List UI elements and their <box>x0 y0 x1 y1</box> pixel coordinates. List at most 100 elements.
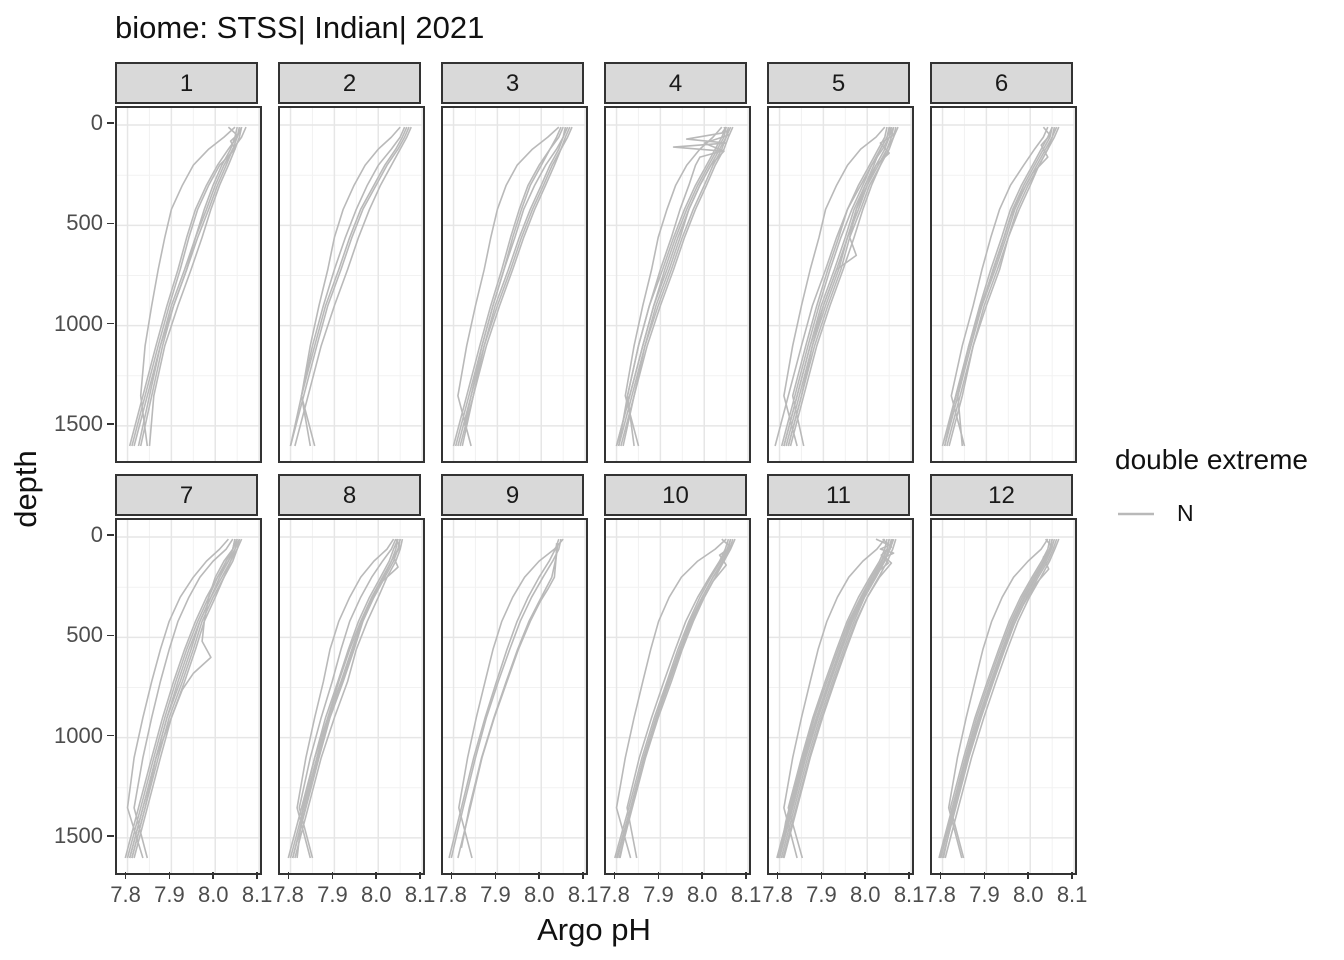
legend-title: double extreme <box>1115 444 1309 475</box>
x-tick-label: 8.0 <box>360 882 392 907</box>
profile-line <box>126 538 230 859</box>
facet-strip: 9 <box>441 474 584 516</box>
y-tick-mark <box>107 322 114 325</box>
profile-line <box>298 538 397 859</box>
y-tick-label: 500 <box>66 210 103 236</box>
x-tick-label: 7.9 <box>806 882 837 907</box>
y-tick-mark <box>107 634 114 637</box>
facet-strip: 6 <box>930 62 1073 104</box>
y-tick-label: 500 <box>66 622 103 648</box>
x-tick-label: 8.0 <box>686 882 718 907</box>
profile-line <box>783 126 893 447</box>
profile-line <box>787 538 888 859</box>
facet-strip: 2 <box>278 62 421 104</box>
profile-line <box>300 126 401 447</box>
profile-line <box>128 126 243 447</box>
x-tick-mark <box>864 872 867 879</box>
x-tick-mark <box>212 872 215 879</box>
facet-strip: 10 <box>604 474 747 516</box>
profile-plot <box>932 520 1075 873</box>
profile-line <box>296 538 395 859</box>
profile-line <box>791 126 888 447</box>
x-tick-label: 7.9 <box>480 882 511 907</box>
y-tick-mark <box>107 122 114 124</box>
x-tick-label: 8.1 <box>730 882 762 907</box>
y-tick-mark <box>107 835 114 837</box>
facet-strip: 3 <box>441 62 584 104</box>
facet-panel <box>930 106 1077 463</box>
profile-line <box>139 126 236 447</box>
facet-panel <box>604 106 751 463</box>
y-tick-label: 1000 <box>54 722 103 748</box>
x-tick-label: 8.1 <box>567 882 599 907</box>
facet-strip: 1 <box>115 62 258 104</box>
profile-line <box>131 538 243 859</box>
facet-panel <box>441 106 588 463</box>
profile-line <box>463 126 562 427</box>
x-tick-label: 7.8 <box>925 882 956 907</box>
profile-line <box>300 126 406 447</box>
profile-line <box>620 126 730 447</box>
profile-line <box>789 126 899 447</box>
facet-panel <box>115 518 262 875</box>
profile-line <box>783 538 886 859</box>
profile-plot <box>932 108 1075 461</box>
x-tick-mark <box>1071 872 1073 879</box>
profile-line <box>296 538 399 859</box>
profile-line <box>946 126 1060 447</box>
profile-line <box>957 126 1053 447</box>
y-tick-label: 0 <box>90 110 103 136</box>
facet-panel <box>278 518 425 875</box>
facet-strip: 4 <box>604 62 747 104</box>
x-tick-mark <box>375 872 378 879</box>
y-tick-label: 1000 <box>54 310 103 336</box>
profile-line <box>131 126 238 447</box>
x-tick-mark <box>256 872 258 879</box>
profile-line <box>450 538 562 859</box>
profile-line <box>133 538 241 859</box>
x-tick-mark <box>494 872 497 879</box>
profile-plot <box>606 108 749 461</box>
profile-line <box>460 543 559 849</box>
profile-line <box>787 126 895 447</box>
x-tick-label: 7.9 <box>317 882 348 907</box>
profile-line <box>457 126 560 447</box>
x-tick-mark <box>419 872 421 879</box>
profile-plot <box>117 108 260 461</box>
x-tick-label: 7.8 <box>110 882 141 907</box>
y-tick-mark <box>107 534 114 536</box>
profile-line <box>289 538 401 859</box>
x-tick-label: 8.1 <box>893 882 925 907</box>
y-tick-mark <box>107 423 114 425</box>
profile-line <box>126 538 236 859</box>
profile-line <box>943 126 1058 447</box>
x-tick-label: 7.9 <box>643 882 674 907</box>
profile-line <box>783 126 886 447</box>
x-tick-mark <box>983 872 986 879</box>
profile-line <box>133 538 234 859</box>
legend-entry-label: N <box>1177 500 1194 526</box>
x-tick-mark <box>613 872 616 879</box>
legend-entry: N <box>1115 500 1341 527</box>
x-tick-mark <box>745 872 747 879</box>
x-tick-label: 7.8 <box>273 882 304 907</box>
profile-line <box>615 538 727 859</box>
profile-line <box>459 126 571 447</box>
facet-strip: 5 <box>767 62 910 104</box>
facet-strip: 8 <box>278 474 421 516</box>
facet-panel <box>767 106 914 463</box>
profile-line <box>777 538 890 859</box>
x-tick-label: 7.9 <box>154 882 185 907</box>
y-tick-mark <box>107 222 114 225</box>
profile-line <box>947 538 1049 859</box>
profile-line <box>622 126 734 447</box>
x-tick-mark <box>287 872 290 879</box>
profile-line <box>294 538 404 859</box>
profile-line <box>618 538 734 859</box>
profile-line <box>289 126 410 447</box>
profile-line <box>626 538 730 859</box>
profile-line <box>461 126 567 447</box>
x-tick-label: 8.0 <box>197 882 229 907</box>
profile-line <box>131 538 238 859</box>
